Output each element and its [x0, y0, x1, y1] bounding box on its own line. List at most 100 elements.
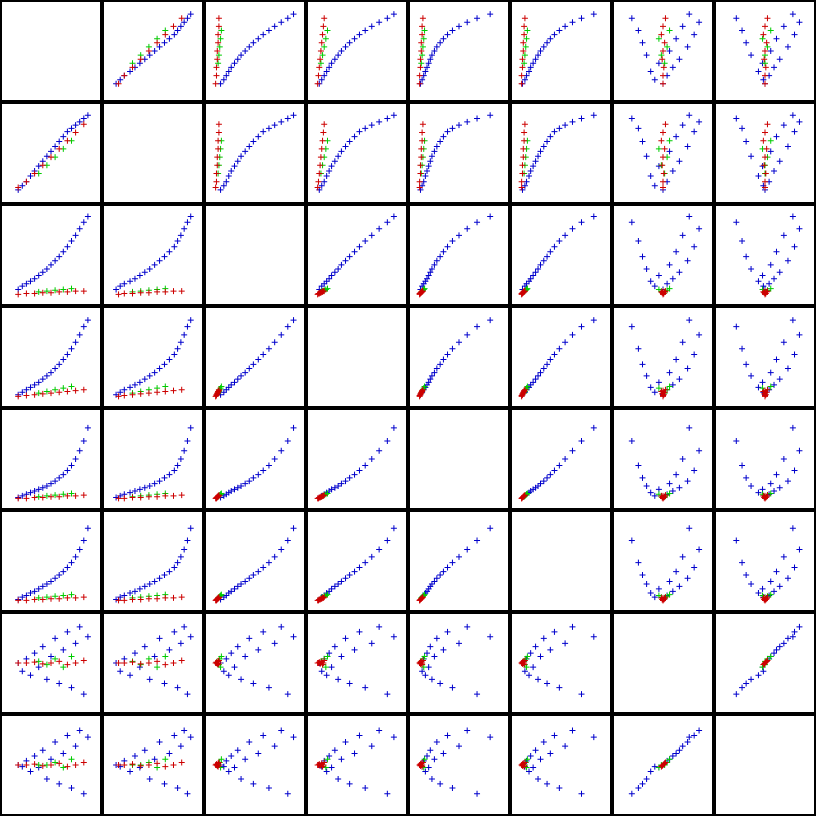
point-s1-5	[326, 168, 333, 175]
point-s1-9	[48, 653, 54, 660]
point-s1-7	[676, 583, 683, 590]
point-s3-4	[659, 162, 666, 169]
point-s3-3	[31, 170, 38, 177]
point-s1-5	[31, 752, 38, 759]
panel-r8-c5	[408, 714, 510, 816]
point-s1-10	[684, 365, 691, 372]
point-s1-6	[530, 379, 537, 386]
point-s1-11	[250, 39, 257, 46]
panel-frame	[102, 408, 204, 510]
panel-r4-c3	[204, 306, 306, 408]
point-s2-4	[60, 385, 67, 392]
point-s1-18	[187, 11, 194, 18]
point-s1-8	[43, 580, 50, 587]
point-s1-10	[156, 365, 163, 372]
panel-r5-c1	[0, 408, 102, 510]
point-s1-12	[351, 646, 358, 653]
point-s1-16	[278, 19, 285, 26]
point-s1-9	[431, 756, 438, 763]
panel-frame	[612, 408, 714, 510]
point-s2-5	[68, 383, 75, 390]
point-s2-4	[322, 664, 329, 671]
point-s1-13	[171, 31, 178, 38]
point-s2-5	[666, 137, 673, 144]
point-s1-6	[655, 585, 662, 592]
point-s1-10	[52, 365, 59, 372]
point-s3-5	[145, 660, 152, 666]
point-s1-13	[356, 732, 363, 739]
point-s1-6	[136, 379, 143, 386]
panel-r2-c8	[714, 102, 816, 204]
panel-frame	[306, 306, 408, 408]
point-s3-9	[662, 15, 669, 22]
point-s1-16	[76, 623, 83, 630]
point-s3-1	[15, 660, 22, 666]
point-s3-6	[418, 145, 425, 152]
point-s2-1	[317, 60, 324, 67]
point-s1-16	[376, 225, 383, 232]
point-s1-13	[356, 564, 363, 571]
point-s1-17	[474, 323, 481, 330]
point-s1-5	[131, 487, 138, 494]
point-s1-12	[440, 568, 447, 575]
panel-r6-c2	[102, 510, 204, 612]
point-s1-11	[437, 361, 444, 368]
point-s1-11	[56, 253, 63, 260]
point-s1-17	[578, 219, 585, 226]
point-s1-5	[424, 64, 431, 71]
point-s3-5	[145, 493, 152, 500]
panel-r3-c1	[0, 204, 102, 306]
point-s1-6	[425, 163, 432, 170]
point-s1-15	[177, 743, 184, 750]
point-s1-11	[437, 138, 444, 145]
point-s3-9	[178, 759, 185, 766]
point-s1-17	[284, 790, 291, 797]
point-s1-11	[250, 138, 257, 145]
point-s1-9	[666, 369, 673, 376]
point-s1-4	[225, 68, 232, 75]
point-s1-14	[68, 784, 75, 791]
point-s1-7	[676, 56, 683, 63]
point-s1-10	[433, 143, 440, 150]
point-s1-9	[151, 369, 158, 376]
point-s1-14	[739, 345, 746, 352]
point-s1-7	[234, 56, 241, 63]
point-s1-17	[578, 115, 585, 122]
point-s3-2	[121, 762, 128, 768]
point-s3-8	[320, 23, 327, 30]
point-s1-8	[748, 676, 755, 683]
point-s1-7	[776, 484, 783, 491]
point-s1-14	[635, 238, 642, 245]
point-s3-4	[417, 162, 424, 169]
point-s1-15	[177, 553, 184, 560]
point-s2-5	[666, 285, 673, 292]
point-s1-18	[590, 317, 597, 324]
point-s1-18	[84, 734, 91, 741]
point-s3-7	[658, 31, 665, 38]
point-s3-2	[660, 178, 666, 185]
point-s1-2	[19, 594, 26, 601]
point-s3-7	[521, 31, 528, 38]
point-s3-6	[154, 389, 161, 396]
point-s1-10	[433, 365, 440, 372]
point-s1-18	[390, 525, 397, 532]
point-s1-6	[530, 60, 537, 67]
point-s1-8	[535, 676, 542, 683]
point-s3-2	[518, 178, 525, 185]
point-s1-7	[39, 747, 46, 754]
point-s1-16	[796, 447, 803, 454]
point-s3-2	[23, 660, 30, 666]
point-s1-18	[487, 633, 494, 640]
point-s1-17	[628, 15, 635, 22]
point-s1-7	[676, 158, 683, 165]
point-s3-9	[215, 594, 222, 601]
point-s3-7	[419, 31, 426, 38]
point-s1-7	[331, 158, 338, 165]
point-s1-4	[323, 172, 330, 179]
panel-frame	[408, 408, 510, 510]
point-s1-12	[673, 133, 680, 140]
point-s1-2	[521, 668, 528, 675]
point-s1-16	[696, 331, 703, 338]
point-s3-2	[213, 72, 220, 79]
point-s1-5	[131, 275, 138, 282]
